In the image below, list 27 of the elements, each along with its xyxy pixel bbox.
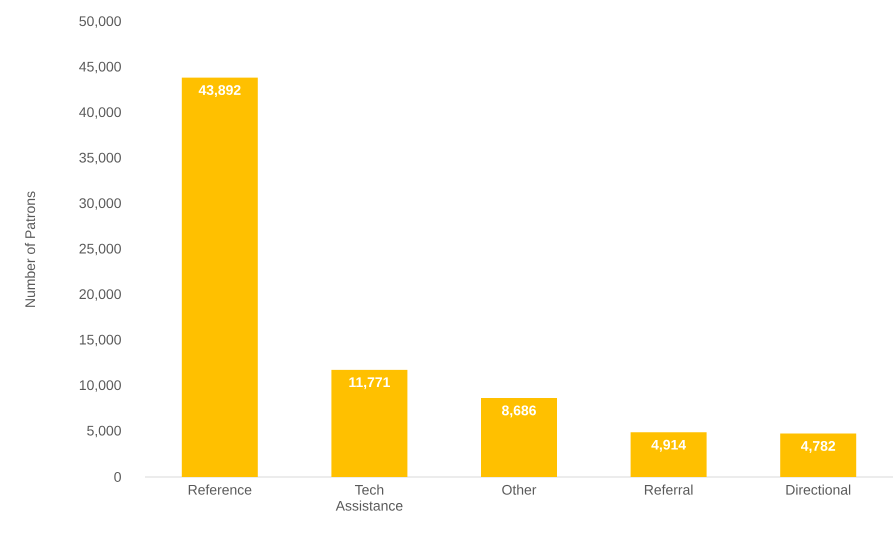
bar <box>780 433 856 477</box>
y-tick-label: 30,000 <box>79 198 121 210</box>
y-axis-title: Number of Patrons <box>24 191 36 307</box>
x-tick-label: Referral <box>644 484 692 495</box>
x-tick-label: Tech Assistance <box>336 484 402 511</box>
bar <box>182 78 258 477</box>
x-tick-label: Directional <box>786 484 850 495</box>
y-tick-label: 40,000 <box>79 107 121 119</box>
y-tick-label: 50,000 <box>79 16 121 28</box>
bar <box>331 370 408 477</box>
y-tick-label: 35,000 <box>79 152 121 164</box>
x-tick-label: Reference <box>188 484 252 495</box>
y-tick-label: 45,000 <box>79 62 121 74</box>
bar <box>481 398 558 477</box>
data-label: 4,782 <box>800 440 836 453</box>
data-label: 8,686 <box>502 405 536 418</box>
y-tick-label: 0 <box>114 472 121 482</box>
y-tick-label: 5,000 <box>87 426 121 438</box>
y-tick-label: 20,000 <box>80 289 121 301</box>
data-label: 4,914 <box>651 440 686 452</box>
bar <box>630 432 707 477</box>
y-tick-label: 10,000 <box>80 380 121 392</box>
data-label: 43,892 <box>198 85 241 97</box>
y-tick-label: 25,000 <box>80 244 121 256</box>
y-tick-label: 15,000 <box>80 334 121 346</box>
x-tick-label: Other <box>502 484 536 495</box>
data-label: 11,771 <box>349 377 390 390</box>
